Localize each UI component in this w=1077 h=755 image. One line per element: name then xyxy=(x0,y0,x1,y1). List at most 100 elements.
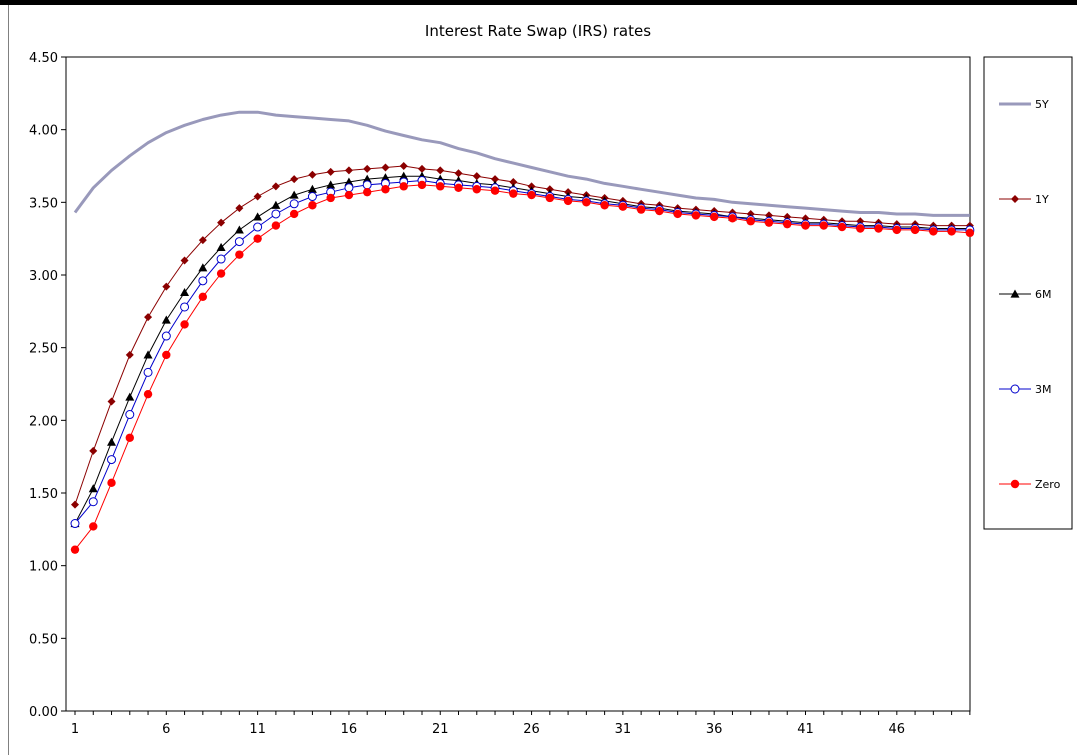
data-point-1y xyxy=(381,163,390,172)
data-point-1y xyxy=(144,313,153,322)
data-point-3m xyxy=(88,497,98,507)
data-point-zero xyxy=(856,224,865,233)
data-point-zero xyxy=(582,198,591,207)
data-point-6m xyxy=(107,437,117,446)
data-point-3m xyxy=(362,180,372,190)
legend-marker-zero xyxy=(1010,479,1020,489)
data-point-6m xyxy=(380,173,390,182)
data-point-zero xyxy=(892,225,902,235)
data-point-6m xyxy=(399,171,409,180)
y-tick-label: 4.00 xyxy=(29,124,58,139)
x-tick-label: 21 xyxy=(432,722,449,737)
data-point-zero xyxy=(509,189,518,198)
data-point-1y xyxy=(491,175,500,184)
legend-marker-1y xyxy=(1011,195,1019,203)
data-point-zero xyxy=(344,190,354,200)
y-tick-label: 2.00 xyxy=(29,414,58,429)
y-tick-label: 0.00 xyxy=(29,705,58,720)
y-tick-label: 2.50 xyxy=(29,342,58,357)
legend-label-3m: 3M xyxy=(1035,383,1052,396)
data-point-zero xyxy=(308,201,317,210)
x-tick-label: 26 xyxy=(523,722,540,737)
data-point-6m xyxy=(216,242,226,251)
chart-area-left-border xyxy=(8,5,9,755)
x-tick-label: 1 xyxy=(71,722,79,737)
data-point-3m xyxy=(253,222,263,232)
data-point-zero xyxy=(910,225,920,235)
data-point-zero xyxy=(655,206,664,216)
data-point-6m xyxy=(234,225,244,234)
data-point-6m xyxy=(143,350,153,359)
data-point-3m xyxy=(344,183,354,193)
data-point-1y xyxy=(89,446,98,455)
data-point-zero xyxy=(837,222,847,232)
legend-label-1y: 1Y xyxy=(1035,193,1049,206)
data-point-zero xyxy=(326,193,335,203)
data-point-zero xyxy=(253,234,262,243)
data-point-zero xyxy=(527,190,536,200)
legend-label-zero: Zero xyxy=(1035,478,1061,491)
data-point-zero xyxy=(545,193,555,203)
x-tick-label: 31 xyxy=(615,722,632,737)
data-point-zero xyxy=(801,221,810,230)
data-point-1y xyxy=(399,162,408,170)
data-point-zero xyxy=(618,202,628,211)
data-point-1y xyxy=(217,218,226,227)
data-point-1y xyxy=(125,350,134,359)
data-point-6m xyxy=(271,200,281,209)
data-point-1y xyxy=(180,256,189,265)
data-point-3m xyxy=(125,410,135,420)
data-point-1y xyxy=(472,172,481,181)
data-point-3m xyxy=(180,302,190,312)
series-line-5y xyxy=(73,110,970,217)
data-point-zero xyxy=(764,218,774,227)
data-point-3m xyxy=(143,367,153,377)
legend-marker-6m xyxy=(1010,289,1020,298)
data-point-zero xyxy=(235,250,244,259)
data-point-6m xyxy=(198,263,208,272)
legend-entries: 5Y 1Y 6M 3M Zero xyxy=(999,98,1061,491)
data-point-1y xyxy=(271,182,280,191)
data-point-6m xyxy=(289,190,299,199)
data-point-zero xyxy=(198,292,208,301)
data-point-zero xyxy=(289,209,299,219)
data-point-zero xyxy=(417,180,427,190)
data-point-zero xyxy=(728,214,737,223)
data-point-zero xyxy=(363,187,372,197)
data-point-6m xyxy=(362,174,372,183)
data-point-zero xyxy=(929,227,938,236)
data-point-3m xyxy=(307,192,317,202)
data-point-1y xyxy=(162,282,171,291)
data-point-zero xyxy=(947,227,956,236)
y-tick-label: 3.50 xyxy=(29,196,58,211)
data-point-zero xyxy=(472,185,481,194)
y-tick-label: 4.50 xyxy=(29,51,58,66)
x-tick-label: 16 xyxy=(341,722,358,737)
data-point-zero xyxy=(563,196,573,206)
data-point-3m xyxy=(216,254,226,264)
data-point-1y xyxy=(308,170,317,179)
data-point-zero xyxy=(216,269,226,278)
data-point-zero xyxy=(125,433,134,442)
data-point-zero xyxy=(436,182,445,191)
series-zero xyxy=(70,180,975,554)
data-point-zero xyxy=(691,211,701,220)
data-point-1y xyxy=(417,164,426,173)
legend-marker-3m xyxy=(1010,384,1020,394)
x-tick-label: 36 xyxy=(706,722,723,737)
chart-title: Interest Rate Swap (IRS) rates xyxy=(425,22,651,40)
data-point-zero xyxy=(490,186,500,195)
data-point-zero xyxy=(180,320,189,329)
data-point-zero xyxy=(454,183,463,192)
plot-area xyxy=(65,56,971,712)
data-point-zero xyxy=(636,205,646,214)
data-point-zero xyxy=(381,185,390,194)
data-point-6m xyxy=(88,484,98,493)
x-tick-label: 6 xyxy=(162,722,170,737)
data-point-zero xyxy=(819,221,828,230)
data-point-1y xyxy=(290,175,299,184)
data-point-3m xyxy=(198,276,208,286)
data-point-3m xyxy=(289,199,299,209)
y-axis: 0.00 0.50 1.00 1.50 2.00 2.50 3.00 3.50 4.00 4.50 xyxy=(29,51,66,720)
data-point-3m xyxy=(271,209,281,219)
